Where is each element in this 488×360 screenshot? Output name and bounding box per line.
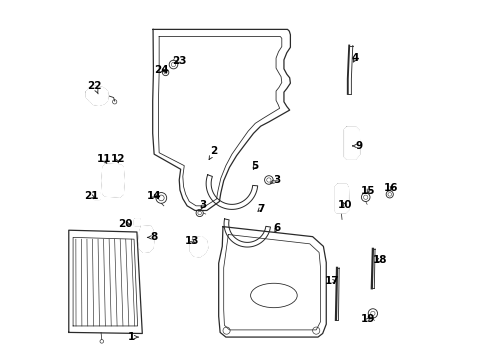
Text: 17: 17 bbox=[325, 276, 339, 286]
Text: 7: 7 bbox=[256, 204, 264, 214]
Text: 11: 11 bbox=[97, 154, 111, 164]
Text: 3: 3 bbox=[199, 200, 206, 210]
Text: 15: 15 bbox=[360, 186, 375, 196]
Text: 3: 3 bbox=[270, 175, 280, 185]
Polygon shape bbox=[190, 237, 207, 257]
Text: 22: 22 bbox=[87, 81, 102, 94]
Text: 18: 18 bbox=[372, 255, 386, 265]
Text: 8: 8 bbox=[147, 232, 158, 242]
Polygon shape bbox=[344, 127, 359, 159]
Text: 24: 24 bbox=[154, 64, 168, 75]
Text: 6: 6 bbox=[273, 224, 280, 233]
Text: 19: 19 bbox=[360, 314, 375, 324]
Text: 20: 20 bbox=[118, 219, 132, 229]
Text: 1: 1 bbox=[128, 332, 138, 342]
Text: 12: 12 bbox=[111, 154, 125, 164]
Text: 5: 5 bbox=[251, 161, 258, 171]
Polygon shape bbox=[134, 219, 140, 226]
Text: 4: 4 bbox=[351, 53, 359, 63]
Text: 13: 13 bbox=[185, 236, 199, 246]
Polygon shape bbox=[139, 226, 154, 252]
Polygon shape bbox=[102, 164, 124, 197]
Text: 21: 21 bbox=[83, 191, 98, 201]
Text: 23: 23 bbox=[172, 56, 186, 66]
Polygon shape bbox=[86, 86, 108, 105]
Text: 16: 16 bbox=[384, 183, 398, 193]
Polygon shape bbox=[334, 184, 348, 213]
Polygon shape bbox=[93, 193, 100, 200]
Text: 9: 9 bbox=[352, 141, 362, 151]
Text: 14: 14 bbox=[146, 191, 161, 201]
Text: 10: 10 bbox=[337, 200, 351, 210]
Text: 2: 2 bbox=[209, 146, 217, 159]
